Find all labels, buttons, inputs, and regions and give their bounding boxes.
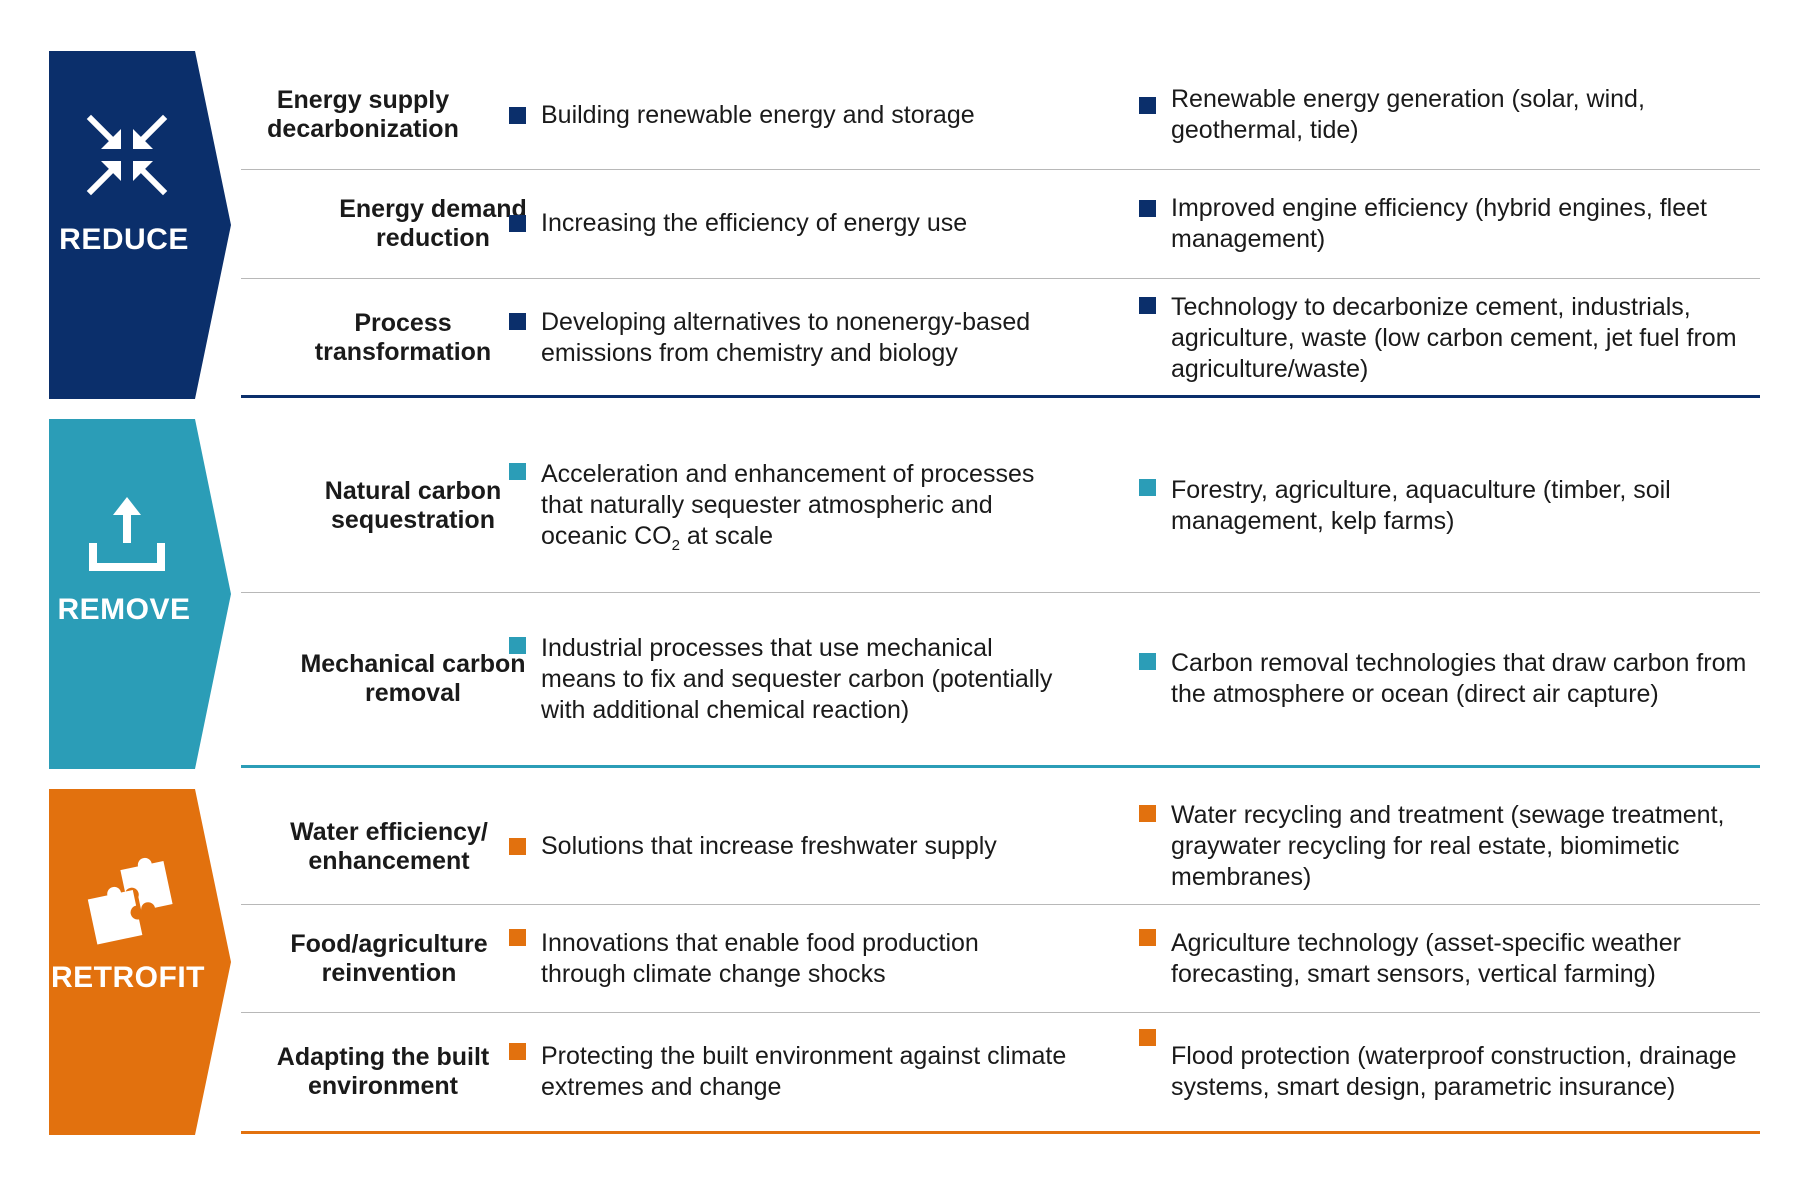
examples-cell: Flood protection (waterproof constructio…: [1139, 1013, 1757, 1131]
examples-cell: Technology to decarbonize cement, indust…: [1139, 279, 1757, 397]
description-cell: Acceleration and enhancement of processe…: [509, 419, 1069, 592]
table-row: Food/agriculture reinvention Innovations…: [241, 905, 1760, 1012]
table-row: Process transformation Developing altern…: [241, 279, 1760, 397]
row-divider: [241, 1012, 1760, 1013]
remove-chevron: REMOVE: [49, 419, 231, 769]
examples-cell: Water recycling and treatment (sewage tr…: [1139, 789, 1757, 904]
table-row: Energy supply decarbonization Building r…: [241, 51, 1760, 169]
examples-cell: Agriculture technology (asset-specific w…: [1139, 905, 1757, 1012]
description-cell: Increasing the efficiency of energy use: [509, 170, 1069, 277]
reduce-chevron: REDUCE: [49, 51, 231, 399]
row-divider: [241, 278, 1760, 279]
section-rule: [241, 1131, 1760, 1134]
row-title: Adapting the built environment: [276, 1043, 490, 1100]
category-label: REDUCE: [59, 223, 189, 256]
row-title: Natural carbon sequestration: [324, 476, 502, 534]
bullet-square: [1139, 929, 1156, 946]
bullet-square: [509, 838, 526, 855]
table-row: Natural carbon sequestration Acceleratio…: [241, 419, 1760, 592]
examples-cell: Renewable energy generation (solar, wind…: [1139, 51, 1757, 169]
upload-arrow-icon: [89, 497, 165, 571]
bullet-square: [1139, 200, 1156, 217]
row-title: Process transformation: [314, 309, 492, 366]
table-row: Adapting the built environment Protectin…: [241, 1013, 1760, 1131]
row-divider: [241, 904, 1760, 905]
bullet-square: [1139, 805, 1156, 822]
section-reduce: REDUCE Energy supply decarbonization Bui…: [49, 51, 1760, 399]
bullet-square: [509, 215, 526, 232]
row-divider: [241, 169, 1760, 170]
category-label: REMOVE: [57, 593, 191, 626]
arrows-converge-icon: [86, 114, 168, 196]
bullet-square: [1139, 479, 1156, 496]
table-row: Water efficiency/ enhancement Solutions …: [241, 789, 1760, 904]
table-row: Mechanical carbon removal Industrial pro…: [241, 593, 1760, 765]
section-rule: [241, 395, 1760, 398]
bullet-square: [509, 106, 526, 124]
section-remove: REMOVE Natural carbon sequestration Acce…: [49, 419, 1760, 769]
description-cell: Solutions that increase freshwater suppl…: [509, 789, 1069, 904]
examples-cell: Carbon removal technologies that draw ca…: [1139, 593, 1757, 765]
bullet-square: [1139, 653, 1156, 670]
bullet-square: [1139, 1029, 1156, 1046]
bullet-square: [509, 463, 526, 480]
description-cell: Building renewable energy and storage: [509, 51, 1069, 169]
section-rule: [241, 765, 1760, 768]
puzzle-pieces-icon: [87, 857, 173, 945]
retrofit-chevron: RETROFIT: [49, 789, 231, 1135]
description-cell: Protecting the built environment against…: [509, 1013, 1069, 1131]
bullet-square: [509, 313, 526, 330]
row-title: Energy supply decarbonization: [267, 86, 459, 143]
description-cell: Developing alternatives to nonenergy-bas…: [509, 279, 1069, 397]
examples-cell: Forestry, agriculture, aquaculture (timb…: [1139, 419, 1757, 592]
category-label: RETROFIT: [51, 961, 205, 994]
row-title: Mechanical carbon removal: [300, 650, 526, 707]
row-divider: [241, 592, 1760, 593]
examples-cell: Improved engine efficiency (hybrid engin…: [1139, 170, 1757, 277]
bullet-square: [1139, 297, 1156, 314]
row-title: Water efficiency/ enhancement: [290, 817, 488, 875]
bullet-square: [1139, 97, 1156, 114]
description-cell: Innovations that enable food production …: [509, 905, 1069, 1012]
row-title: Food/agriculture reinvention: [290, 929, 488, 987]
bullet-square: [509, 1043, 526, 1060]
bullet-square: [509, 637, 526, 654]
description-cell: Industrial processes that use mechanical…: [509, 593, 1069, 765]
row-title: Energy demand reduction: [339, 194, 527, 252]
section-retrofit: RETROFIT Water efficiency/ enhancement S…: [49, 789, 1760, 1135]
table-row: Energy demand reduction Increasing the e…: [241, 170, 1760, 277]
bullet-square: [509, 929, 526, 946]
